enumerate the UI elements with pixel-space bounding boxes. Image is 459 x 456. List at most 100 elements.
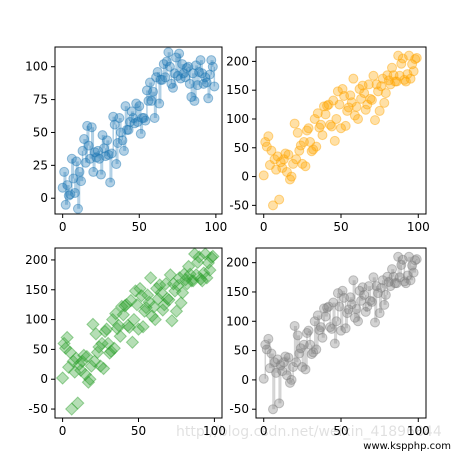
data-point: [135, 128, 146, 139]
data-point: [109, 306, 123, 321]
data-point: [200, 72, 211, 83]
y-tick-label: 100: [25, 60, 48, 74]
data-point: [142, 295, 156, 309]
data-point: [306, 146, 317, 157]
data-point: [377, 275, 388, 286]
data-point: [297, 158, 308, 169]
data-point: [315, 322, 326, 333]
data-point: [332, 288, 343, 299]
data-point: [408, 267, 419, 278]
data-point: [345, 292, 356, 303]
data-point: [74, 166, 85, 177]
x-tick-label: 100: [204, 220, 227, 234]
data-point: [394, 70, 405, 81]
data-point: [198, 247, 213, 261]
data-point: [275, 157, 286, 168]
data-point: [92, 340, 106, 354]
data-point: [183, 267, 197, 281]
data-point: [334, 99, 345, 110]
data-point: [55, 371, 70, 385]
data-point: [122, 320, 137, 335]
data-point: [322, 302, 333, 313]
data-point: [192, 80, 203, 91]
data-point: [118, 299, 132, 313]
data-point: [99, 322, 114, 336]
data-point: [343, 304, 354, 315]
y-tick-label: 200: [25, 253, 48, 267]
data-point: [151, 291, 165, 306]
data-point: [139, 300, 153, 315]
data-point: [134, 101, 145, 112]
data-point: [354, 285, 365, 296]
y-tick-label: 150: [25, 283, 48, 297]
data-point: [268, 404, 278, 415]
data-point: [363, 281, 374, 292]
data-point: [368, 70, 379, 81]
x-tick-label: 50: [132, 220, 147, 234]
data-point: [351, 101, 362, 112]
data-point: [285, 377, 295, 388]
y-tick-label: 200: [226, 54, 249, 68]
data-point: [68, 365, 82, 379]
data-point: [360, 306, 371, 317]
data-point: [60, 330, 74, 345]
data-point: [260, 339, 271, 350]
data-point: [89, 147, 100, 158]
y-tick-label: -50: [28, 402, 48, 416]
data-point: [399, 74, 410, 85]
data-point: [393, 251, 404, 262]
y-tick-label: -50: [229, 198, 249, 212]
data-point: [374, 308, 385, 319]
data-point: [95, 169, 106, 180]
data-point: [308, 144, 319, 155]
x-tick-label: 50: [131, 424, 146, 438]
data-point: [76, 176, 87, 187]
data-point: [371, 79, 382, 90]
y-tick-label: 50: [33, 342, 48, 356]
data-point: [97, 130, 108, 141]
data-point: [326, 121, 337, 132]
data-point: [166, 78, 177, 89]
data-point: [396, 260, 407, 270]
data-point: [61, 360, 76, 375]
data-point: [187, 247, 202, 261]
data-point: [57, 182, 68, 193]
data-point: [353, 113, 363, 124]
data-point: [93, 359, 108, 373]
data-point: [329, 338, 340, 349]
data-point: [405, 275, 416, 286]
data-point: [78, 367, 93, 382]
data-point: [297, 362, 308, 372]
data-point: [151, 72, 162, 83]
data-point: [157, 74, 168, 85]
data-point: [348, 275, 359, 286]
data-point: [400, 278, 411, 289]
x-tick-label: 0: [260, 220, 268, 234]
data-point: [184, 78, 195, 89]
data-point: [197, 68, 208, 79]
data-point: [346, 97, 357, 108]
data-point: [342, 105, 353, 116]
data-point: [302, 125, 312, 136]
data-point: [402, 69, 413, 80]
data-point: [191, 255, 205, 270]
data-point: [137, 113, 148, 124]
data-point: [312, 310, 323, 321]
data-point: [319, 101, 329, 112]
data-point: [268, 200, 278, 211]
data-point: [197, 266, 211, 280]
data-point: [407, 59, 418, 70]
data-point: [308, 347, 319, 358]
data-point: [168, 284, 182, 298]
data-point: [66, 153, 77, 164]
data-point: [337, 84, 348, 95]
data-point: [298, 339, 309, 350]
data-point: [174, 296, 188, 310]
data-point: [136, 320, 150, 334]
data-point: [354, 84, 365, 95]
data-point: [300, 364, 311, 375]
x-tick-label: 100: [407, 220, 430, 234]
data-point: [339, 90, 350, 101]
data-point: [360, 104, 371, 115]
